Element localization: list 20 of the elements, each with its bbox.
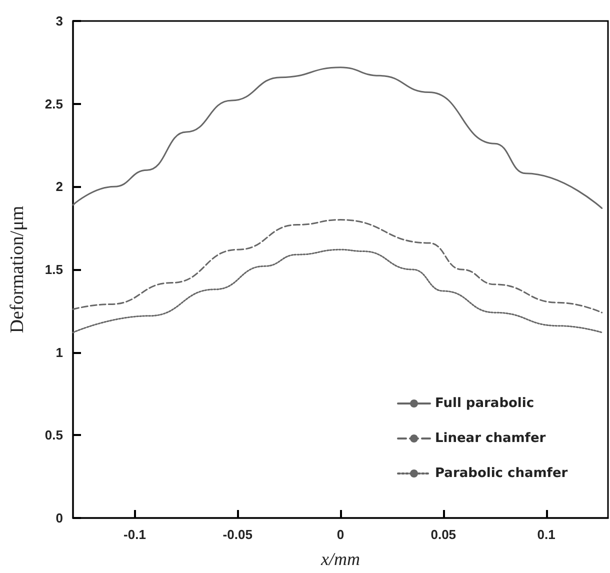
y-tick-label: 0.5 xyxy=(44,428,63,443)
legend-label: Full parabolic xyxy=(435,396,534,411)
line-series xyxy=(72,66,603,209)
y-tick-label: 1 xyxy=(56,344,63,360)
y-axis-title: Deformation/μm xyxy=(7,206,28,334)
y-tick-label: 1.5 xyxy=(44,262,63,277)
y-tick-label: 2 xyxy=(56,179,63,194)
y-tick-label: 0 xyxy=(56,510,63,526)
x-tick-label: -0.1 xyxy=(124,527,146,542)
legend-label: Linear chamfer xyxy=(435,431,546,446)
x-tick-label: -0.05 xyxy=(222,527,252,542)
x-axis-title: x/mm xyxy=(320,549,360,569)
y-tick-label: 2.5 xyxy=(44,96,63,112)
line-series xyxy=(72,248,603,334)
x-tick-label: 0.05 xyxy=(430,527,456,542)
x-tick-label: 0.1 xyxy=(537,527,556,542)
x-tick-label: 0 xyxy=(336,527,344,542)
legend-label: Parabolic chamfer xyxy=(435,466,568,481)
y-tick-label: 3 xyxy=(56,14,63,28)
line-series xyxy=(72,219,603,314)
